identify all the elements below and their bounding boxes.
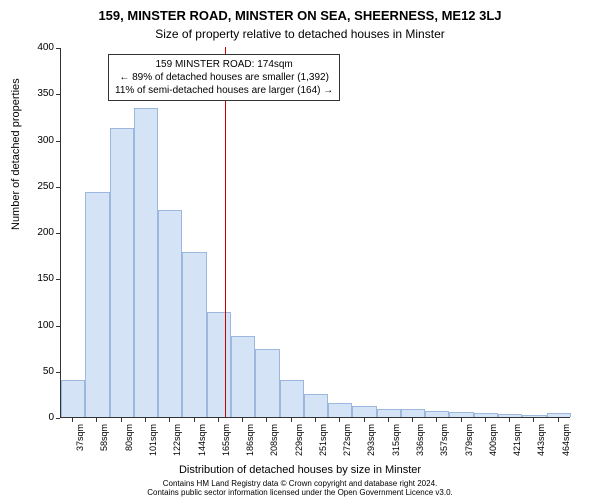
x-tick — [364, 418, 365, 422]
x-tick — [533, 418, 534, 422]
x-tick-label: 464sqm — [561, 424, 571, 456]
x-tick — [291, 418, 292, 422]
histogram-bar — [328, 403, 352, 417]
x-tick-label: 122sqm — [172, 424, 182, 456]
histogram-bar — [134, 108, 158, 417]
histogram-bar — [110, 128, 134, 417]
x-tick-label: 336sqm — [415, 424, 425, 456]
reference-line — [225, 47, 226, 417]
y-tick-label: 400 — [14, 42, 54, 53]
x-tick-label: 443sqm — [536, 424, 546, 456]
x-tick — [121, 418, 122, 422]
x-tick — [145, 418, 146, 422]
x-tick-label: 400sqm — [488, 424, 498, 456]
y-tick-label: 0 — [14, 412, 54, 423]
x-tick — [194, 418, 195, 422]
x-tick-label: 293sqm — [367, 424, 377, 456]
x-tick-label: 58sqm — [99, 424, 109, 451]
histogram-plot — [60, 48, 570, 418]
histogram-bar — [498, 414, 522, 417]
y-tick-label: 350 — [14, 88, 54, 99]
chart-subtitle: Size of property relative to detached ho… — [0, 23, 600, 41]
annotation-line: 159 MINSTER ROAD: 174sqm — [115, 58, 333, 71]
histogram-bar — [231, 336, 255, 417]
x-tick — [169, 418, 170, 422]
histogram-bar — [377, 409, 401, 417]
annotation-box: 159 MINSTER ROAD: 174sqm← 89% of detache… — [108, 54, 340, 101]
y-tick — [56, 94, 60, 95]
y-tick-label: 250 — [14, 181, 54, 192]
y-tick — [56, 141, 60, 142]
x-tick — [558, 418, 559, 422]
x-tick-label: 272sqm — [342, 424, 352, 456]
histogram-bar — [425, 411, 449, 417]
attribution-text: Contains HM Land Registry data © Crown c… — [0, 479, 600, 498]
x-tick-label: 80sqm — [124, 424, 134, 451]
x-axis-label: Distribution of detached houses by size … — [0, 464, 600, 476]
annotation-line: 11% of semi-detached houses are larger (… — [115, 84, 333, 97]
x-tick-label: 421sqm — [512, 424, 522, 456]
y-axis-label: Number of detached properties — [10, 78, 22, 230]
y-tick — [56, 326, 60, 327]
y-tick — [56, 418, 60, 419]
histogram-bar — [207, 312, 231, 417]
y-tick-label: 50 — [14, 366, 54, 377]
x-tick — [242, 418, 243, 422]
histogram-bar — [522, 415, 546, 417]
histogram-bar — [158, 210, 182, 417]
y-tick — [56, 233, 60, 234]
x-tick — [266, 418, 267, 422]
histogram-bar — [182, 252, 206, 417]
x-tick-label: 229sqm — [294, 424, 304, 456]
x-tick — [509, 418, 510, 422]
y-tick — [56, 372, 60, 373]
x-tick — [315, 418, 316, 422]
x-tick — [485, 418, 486, 422]
histogram-bar — [352, 406, 376, 417]
histogram-bar — [474, 413, 498, 417]
histogram-bar — [255, 349, 279, 417]
page-title: 159, MINSTER ROAD, MINSTER ON SEA, SHEER… — [0, 0, 600, 23]
x-tick-label: 144sqm — [197, 424, 207, 456]
histogram-bar — [85, 192, 109, 417]
y-tick — [56, 48, 60, 49]
x-tick-label: 251sqm — [318, 424, 328, 456]
y-tick — [56, 279, 60, 280]
histogram-bar — [401, 409, 425, 417]
y-tick — [56, 187, 60, 188]
histogram-bar — [547, 413, 571, 417]
x-tick — [436, 418, 437, 422]
histogram-bar — [449, 412, 473, 417]
y-tick-label: 300 — [14, 135, 54, 146]
histogram-bar — [61, 380, 85, 417]
x-tick — [218, 418, 219, 422]
attribution-line-1: Contains HM Land Registry data © Crown c… — [0, 479, 600, 489]
histogram-bar — [280, 380, 304, 417]
histogram-bar — [304, 394, 328, 417]
y-tick-label: 200 — [14, 227, 54, 238]
y-tick-label: 150 — [14, 273, 54, 284]
x-tick-label: 101sqm — [148, 424, 158, 456]
y-tick-label: 100 — [14, 320, 54, 331]
x-tick-label: 379sqm — [464, 424, 474, 456]
x-tick — [388, 418, 389, 422]
x-tick — [339, 418, 340, 422]
annotation-line: ← 89% of detached houses are smaller (1,… — [115, 71, 333, 84]
attribution-line-2: Contains public sector information licen… — [0, 488, 600, 498]
x-tick-label: 208sqm — [269, 424, 279, 456]
x-tick-label: 37sqm — [75, 424, 85, 451]
x-tick-label: 186sqm — [245, 424, 255, 456]
x-tick-label: 357sqm — [439, 424, 449, 456]
x-tick — [72, 418, 73, 422]
x-tick — [96, 418, 97, 422]
x-tick-label: 165sqm — [221, 424, 231, 456]
x-tick — [412, 418, 413, 422]
x-tick — [461, 418, 462, 422]
x-tick-label: 315sqm — [391, 424, 401, 456]
chart-area: 159 MINSTER ROAD: 174sqm← 89% of detache… — [60, 48, 570, 418]
